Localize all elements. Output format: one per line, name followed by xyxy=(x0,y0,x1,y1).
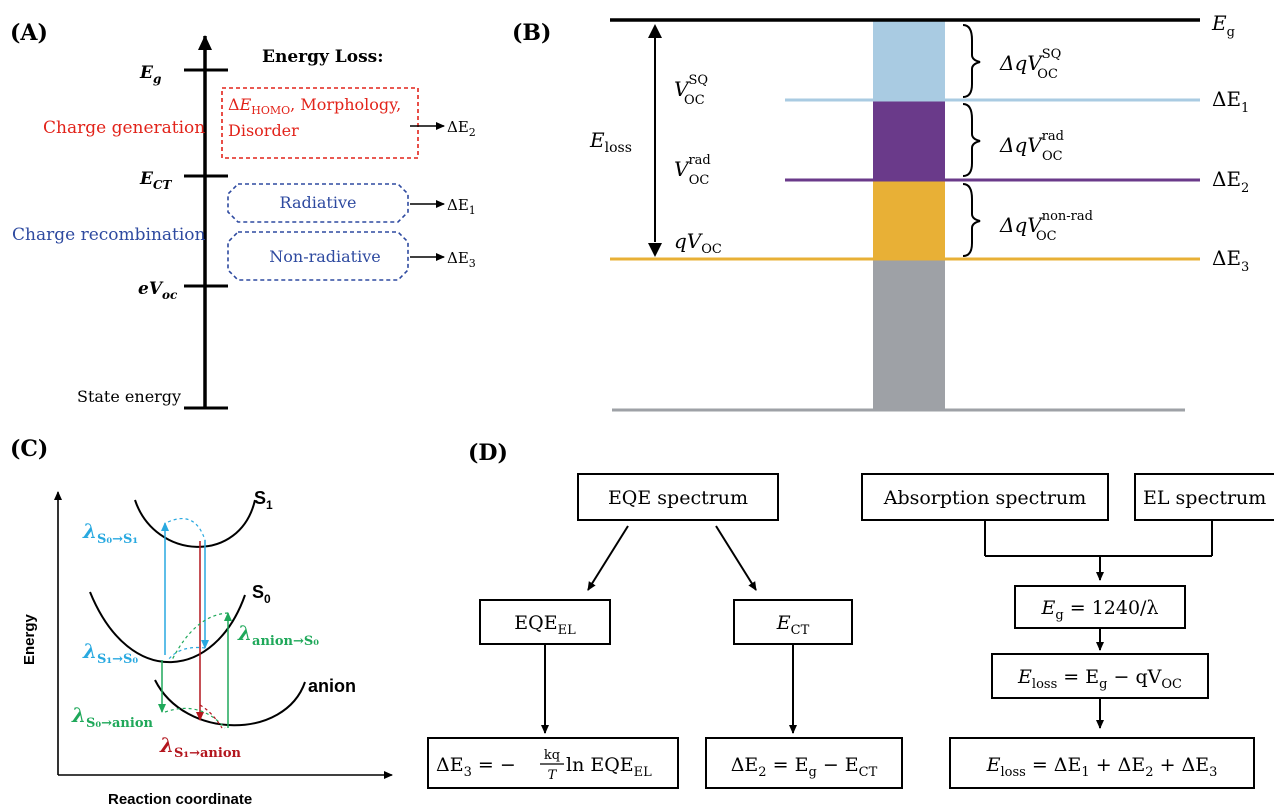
brace-sq xyxy=(962,24,981,98)
label-eg-b: Eg xyxy=(1211,11,1235,40)
y-axis-label: Energy xyxy=(21,613,38,665)
label-voc-sq: VSQ OC xyxy=(674,73,708,108)
text-eg-eq: Eg = 1240/λ xyxy=(1041,597,1159,623)
text-eloss-eq: Eloss = Eg − qVOC xyxy=(1017,666,1182,692)
label-s1: S1 xyxy=(254,488,273,512)
level-label-ect: ECT xyxy=(139,169,173,192)
label-lambda-s1-anion: λS₁→anion xyxy=(159,733,241,761)
box-red-line2: Disorder xyxy=(228,121,299,140)
x-axis-label: Reaction coordinate xyxy=(108,791,252,808)
curve-s1 xyxy=(134,499,256,548)
box-el-spectrum xyxy=(1134,473,1274,521)
curve-s0 xyxy=(89,591,246,664)
panel-label-b: (B) xyxy=(512,20,551,46)
panel-d: (D) EQE spectrum Absorption spectrum EL … xyxy=(427,440,1274,789)
relax-s1 xyxy=(167,518,206,541)
label-voc-rad: Vrad OC xyxy=(674,153,711,188)
label-lambda-s1-s0: λS₁→S₀ xyxy=(82,639,138,667)
label-de3: ΔE3 xyxy=(447,249,476,270)
panel-b: (B) Eloss VSQ OC Vrad OC qVOC ΔqVSQ OC ΔqVr… xyxy=(512,11,1249,412)
label-lambda-s0-anion: λS₀→anion xyxy=(71,703,153,731)
arrow-eqe-to-eqeel xyxy=(587,525,629,591)
box-radiative xyxy=(227,183,409,223)
panel-label-c: (C) xyxy=(10,436,48,462)
box-absorption-spectrum xyxy=(861,473,1109,521)
label-de2-b: ΔE2 xyxy=(1212,167,1249,196)
label-s0: S0 xyxy=(252,582,271,606)
panel-c: (C) Energy Reaction coordinate S1 S0 ani… xyxy=(10,436,393,808)
box-eqe-el xyxy=(479,599,611,645)
text-eqe-spectrum: EQE spectrum xyxy=(608,487,748,509)
text-eqe-el: EQEEL xyxy=(514,612,576,638)
label-de1-b: ΔE1 xyxy=(1212,87,1249,116)
box-de2-eq xyxy=(705,737,903,789)
box-eloss-eq xyxy=(991,653,1209,699)
text-ect: ECT xyxy=(776,612,810,638)
label-de2: ΔE2 xyxy=(447,118,476,139)
level-label-eg: Eg xyxy=(139,63,161,86)
bar-nonrad-loss xyxy=(873,180,945,259)
arrow-eqe-to-ect xyxy=(715,525,757,591)
label-lambda-anion-s0: λanion→S₀ xyxy=(237,621,319,649)
box-eqe-spectrum xyxy=(577,473,779,521)
label-qvoc: qVOC xyxy=(674,229,722,257)
text-de3-num: kq xyxy=(544,748,560,763)
box-sum-eq xyxy=(949,737,1255,789)
text-sum-eq: Eloss = ΔE1 + ΔE2 + ΔE3 xyxy=(986,754,1218,780)
panel-a: (A) Eg ECT eVoc State energy Energy Loss… xyxy=(10,20,476,410)
relax-anion-red xyxy=(199,704,223,729)
relax-s0-green xyxy=(171,612,229,661)
non-radiative-label: Non-radiative xyxy=(269,247,380,266)
energy-loss-header: Energy Loss: xyxy=(262,47,383,67)
label-dq-nonrad: ΔqVnon-rad OC xyxy=(999,209,1093,244)
curve-anion xyxy=(154,679,306,727)
box-de3-eq xyxy=(427,737,679,789)
panel-label-a: (A) xyxy=(10,20,48,46)
label-dq-sq: ΔqVSQ OC xyxy=(999,47,1061,82)
label-lambda-s0-s1: λS₀→S₁ xyxy=(82,519,138,547)
level-label-evoc: eVoc xyxy=(138,279,178,302)
charge-generation-label: Charge generation xyxy=(43,118,205,138)
box-red-line1: ΔEHOMO, Morphology, xyxy=(228,95,401,117)
bar-rad-loss xyxy=(873,100,945,180)
text-absorption-spectrum: Absorption spectrum xyxy=(883,487,1087,509)
label-de1: ΔE1 xyxy=(447,196,476,217)
label-dq-rad: ΔqVrad OC xyxy=(999,129,1064,164)
state-energy-label: State energy xyxy=(77,387,181,406)
label-eloss: Eloss xyxy=(589,128,632,156)
bar-sq-loss xyxy=(873,20,945,100)
text-el-spectrum: EL spectrum xyxy=(1143,487,1266,509)
label-de3-b: ΔE3 xyxy=(1212,246,1249,275)
box-charge-generation xyxy=(221,87,419,159)
text-de3-rhs: ln EQEEL xyxy=(566,754,652,780)
radiative-label: Radiative xyxy=(280,193,357,212)
label-anion: anion xyxy=(308,676,356,696)
text-de2-eq: ΔE2 = Eg − ECT xyxy=(731,754,878,780)
box-ect xyxy=(733,599,853,645)
brace-nonrad xyxy=(962,183,981,257)
box-non-radiative xyxy=(227,231,409,281)
relax-s0-cyan xyxy=(167,646,206,661)
box-eg-eq xyxy=(1014,585,1186,629)
brace-rad xyxy=(962,103,981,177)
eloss-arrow-head-bottom xyxy=(648,243,662,257)
charge-recombination-label: Charge recombination xyxy=(12,225,206,245)
text-de3-den: T xyxy=(548,768,558,783)
eloss-arrow-head-top xyxy=(648,24,662,38)
bar-qvoc xyxy=(873,259,945,411)
relax-anion-green xyxy=(164,707,226,729)
text-de3-eq: ΔE3 = − xyxy=(436,754,516,780)
panel-label-d: (D) xyxy=(468,440,508,466)
